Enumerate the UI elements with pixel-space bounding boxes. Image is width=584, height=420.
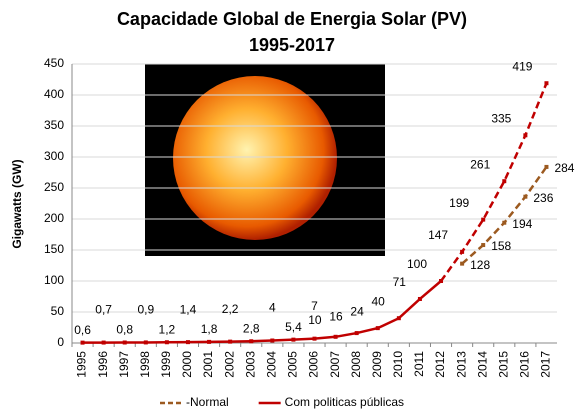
point (80, 340, 85, 345)
point (312, 336, 317, 341)
point (185, 340, 190, 345)
x-tick-label: 2003 (243, 351, 257, 378)
x-tick-label: 2016 (518, 351, 532, 378)
y-tick-label: 100 (44, 273, 64, 287)
point (333, 334, 338, 339)
y-tick-label: 50 (51, 304, 65, 318)
point (417, 296, 422, 301)
x-tick-label: 2008 (349, 351, 363, 378)
data-label: 2,2 (222, 302, 239, 316)
data-label: 40 (371, 294, 385, 308)
data-label: 16 (329, 309, 343, 323)
data-label: 100 (407, 257, 427, 271)
x-tick-label: 2007 (328, 351, 342, 378)
point (375, 326, 380, 331)
x-tick-label: 2004 (264, 351, 278, 378)
point (207, 339, 212, 344)
x-tick-label: 1997 (117, 351, 131, 378)
point (523, 133, 528, 138)
data-label: 1,2 (159, 322, 176, 336)
data-label: 0,6 (74, 323, 91, 337)
y-tick-label: 250 (44, 180, 64, 194)
data-label: 147 (428, 228, 448, 242)
x-tick-label: 1998 (138, 351, 152, 378)
data-label: 236 (533, 191, 553, 205)
x-tick-label: 2012 (433, 351, 447, 378)
data-label: 5,4 (285, 320, 302, 334)
point (460, 261, 465, 266)
data-label: 194 (512, 217, 532, 231)
x-tick-label: 2010 (391, 351, 405, 378)
data-label: 10 (308, 313, 322, 327)
x-tick-label: 2014 (475, 351, 489, 378)
x-tick-label: 2005 (286, 351, 300, 378)
point (291, 337, 296, 342)
x-tick-label: 2015 (496, 351, 510, 378)
y-tick-label: 400 (44, 87, 64, 101)
point (502, 179, 507, 184)
x-tick-label: 2011 (412, 351, 426, 377)
data-label: 4 (269, 301, 276, 315)
point (101, 340, 106, 345)
point (396, 316, 401, 321)
point (439, 279, 444, 283)
legend-label: -Normal (186, 395, 229, 409)
data-label: 1,8 (201, 322, 218, 336)
y-tick-label: 200 (44, 211, 64, 225)
y-tick-label: 150 (44, 242, 64, 256)
data-label: 71 (393, 275, 407, 289)
x-tick-label: 2009 (370, 351, 384, 378)
point (354, 331, 359, 336)
point (460, 249, 465, 254)
chart-title: Capacidade Global de Energia Solar (PV) (117, 9, 467, 29)
chart-subtitle: 1995-2017 (249, 35, 335, 55)
data-label: 0,8 (116, 323, 133, 337)
point (228, 339, 233, 344)
data-label: 2,8 (243, 321, 260, 335)
y-tick-label: 450 (44, 56, 64, 70)
point (523, 194, 528, 199)
x-tick-label: 2000 (180, 351, 194, 378)
data-label: 419 (512, 59, 532, 73)
x-tick-label: 2002 (222, 351, 236, 378)
sun (173, 76, 337, 240)
data-label: 1,4 (180, 302, 197, 316)
x-tick-label: 1996 (96, 351, 110, 378)
y-tick-label: 350 (44, 118, 64, 132)
data-label: 335 (491, 111, 511, 125)
data-label: 7 (311, 299, 318, 313)
x-tick-label: 1995 (75, 351, 89, 378)
y-tick-label: 0 (57, 335, 64, 349)
data-label: 0,7 (95, 303, 112, 317)
point (481, 217, 486, 222)
series-line (440, 82, 548, 282)
data-label: 128 (470, 258, 490, 272)
data-label: 261 (470, 157, 490, 171)
data-label: 0,9 (137, 303, 154, 317)
data-label: 24 (350, 304, 364, 318)
point (544, 164, 549, 169)
point (270, 338, 275, 343)
point (143, 340, 148, 345)
point (481, 243, 486, 248)
x-tick-label: 2013 (454, 351, 468, 378)
point (544, 81, 549, 86)
point (164, 340, 169, 345)
data-label: 199 (449, 196, 469, 210)
point (122, 340, 127, 345)
x-tick-label: 2017 (539, 351, 553, 378)
x-tick-label: 1999 (159, 351, 173, 378)
legend-label: Com politicas públicas (285, 395, 404, 409)
x-tick-label: 2001 (201, 351, 215, 378)
y-tick-label: 300 (44, 149, 64, 163)
data-label: 284 (554, 161, 574, 175)
y-axis-label: Gigawatts (GW) (10, 159, 24, 248)
series-line (82, 280, 442, 344)
point (502, 220, 507, 225)
point (249, 339, 254, 344)
data-label: 158 (491, 239, 511, 253)
x-tick-label: 2006 (307, 351, 321, 378)
